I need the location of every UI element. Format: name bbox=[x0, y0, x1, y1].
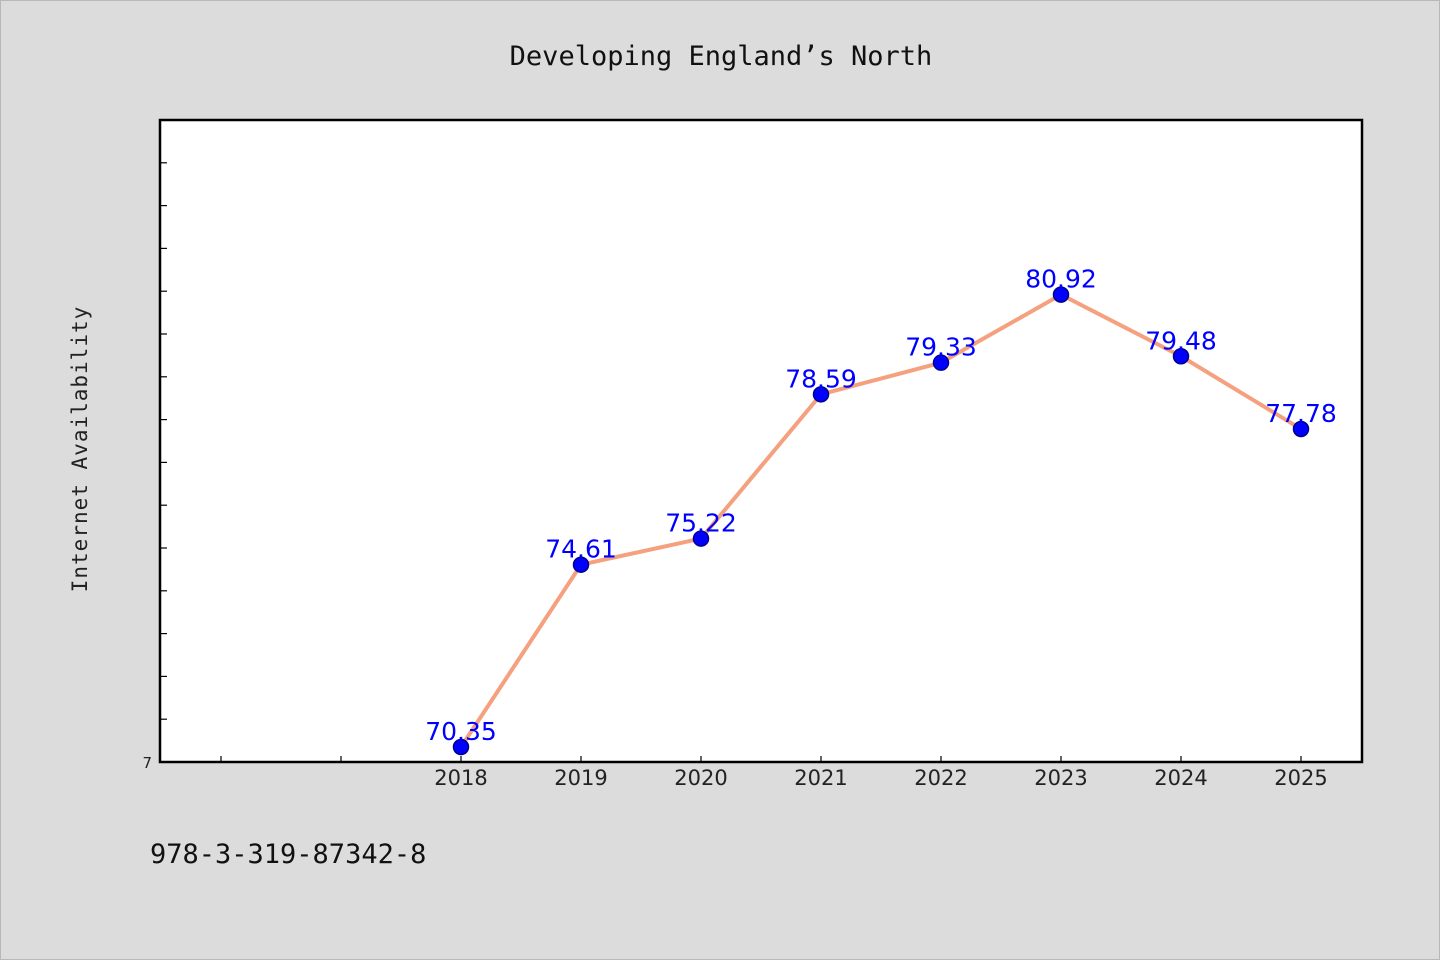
data-point bbox=[1172, 348, 1190, 365]
data-label: 79.48 bbox=[1145, 326, 1217, 355]
series-internet-availability bbox=[459, 292, 1303, 750]
data-point bbox=[572, 556, 590, 573]
data-point bbox=[1052, 286, 1070, 303]
y-tick-labels: 7 bbox=[142, 754, 152, 772]
data-point bbox=[452, 738, 470, 756]
x-tick-label: 2018 bbox=[434, 766, 487, 790]
x-tick-label: 2025 bbox=[1274, 766, 1327, 790]
data-label: 74.61 bbox=[545, 535, 617, 564]
data-point bbox=[1292, 420, 1310, 438]
x-tick-label: 2020 bbox=[674, 766, 727, 790]
data-point bbox=[932, 354, 950, 371]
chart-title: Developing England’s North bbox=[510, 41, 933, 72]
x-tick-label: 2022 bbox=[914, 766, 967, 790]
y-tick-label: 7 bbox=[142, 754, 152, 772]
data-label: 79.33 bbox=[905, 333, 977, 362]
series-line bbox=[459, 292, 1303, 750]
x-tick-label: 2023 bbox=[1034, 766, 1087, 790]
data-label: 70.35 bbox=[425, 717, 497, 746]
data-label: 77.78 bbox=[1265, 399, 1337, 428]
x-tick-label: 2024 bbox=[1154, 766, 1207, 790]
data-label: 80.92 bbox=[1025, 265, 1097, 294]
data-points bbox=[452, 286, 1310, 756]
footer-isbn: 978-3-319-87342-8 bbox=[150, 839, 426, 870]
data-label: 75.22 bbox=[665, 509, 737, 538]
data-label: 78.59 bbox=[785, 364, 857, 393]
x-tick-label: 2021 bbox=[794, 766, 847, 790]
plot-area bbox=[158, 118, 1364, 764]
x-tick-label: 2019 bbox=[554, 766, 607, 790]
y-axis-label: Internet Availability bbox=[68, 306, 92, 593]
x-tick-labels: 2018 2019 2020 2021 2022 2023 2024 2025 bbox=[434, 766, 1327, 790]
data-point bbox=[812, 386, 830, 403]
data-labels: 70.35 74.61 75.22 78.59 79.33 80.92 79.48 77.78 bbox=[425, 265, 1337, 746]
axis-ticks bbox=[160, 162, 1302, 762]
data-point bbox=[692, 530, 710, 547]
